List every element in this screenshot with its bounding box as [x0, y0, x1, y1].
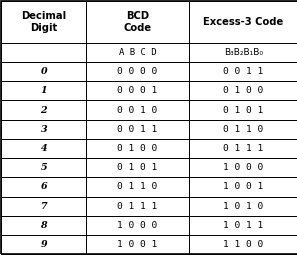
Text: 0 0 1 1: 0 0 1 1 [117, 125, 157, 134]
Text: 0 1 0 0: 0 1 0 0 [117, 144, 157, 153]
Bar [189, 158, 297, 177]
Text: 0 0 1 1: 0 0 1 1 [223, 67, 264, 76]
Bar [86, 81, 189, 100]
Bar [1, 177, 86, 197]
Text: 3: 3 [40, 125, 47, 134]
Text: 1 0 1 1: 1 0 1 1 [223, 221, 264, 230]
Text: 5: 5 [40, 163, 47, 172]
Bar [1, 62, 86, 81]
Text: 0 0 0 0: 0 0 0 0 [117, 67, 157, 76]
Bar [1, 139, 86, 158]
Bar [86, 43, 189, 62]
Text: 0: 0 [40, 67, 47, 76]
Text: 7: 7 [40, 202, 47, 211]
Bar [86, 235, 189, 254]
Bar [1, 158, 86, 177]
Text: B₃B₂B₁B₀: B₃B₂B₁B₀ [224, 48, 263, 57]
Bar [1, 120, 86, 139]
Bar [1, 43, 86, 62]
Bar [189, 81, 297, 100]
Bar [1, 81, 86, 100]
Bar [189, 177, 297, 197]
Text: 6: 6 [40, 182, 47, 191]
Text: 1 1 0 0: 1 1 0 0 [223, 240, 264, 249]
Bar [189, 216, 297, 235]
Bar [189, 139, 297, 158]
Bar [86, 139, 189, 158]
Text: Excess-3 Code: Excess-3 Code [203, 17, 284, 27]
Text: 0 1 1 0: 0 1 1 0 [117, 182, 157, 191]
Text: 0 1 0 1: 0 1 0 1 [223, 105, 264, 115]
Bar [189, 100, 297, 120]
Bar [189, 197, 297, 216]
Text: 0 1 0 0: 0 1 0 0 [223, 86, 264, 95]
Bar [189, 43, 297, 62]
Bar [86, 216, 189, 235]
Bar [86, 62, 189, 81]
Bar [86, 177, 189, 197]
Bar [1, 100, 86, 120]
Text: 1 0 0 0: 1 0 0 0 [117, 221, 157, 230]
Bar [189, 120, 297, 139]
Text: 1 0 0 1: 1 0 0 1 [117, 240, 157, 249]
Text: 1 0 1 0: 1 0 1 0 [223, 202, 264, 211]
Text: 1: 1 [40, 86, 47, 95]
Bar [1, 197, 86, 216]
Text: 8: 8 [40, 221, 47, 230]
Bar [86, 197, 189, 216]
Text: BCD
Code: BCD Code [123, 11, 151, 33]
Bar [1, 216, 86, 235]
Text: A B C D: A B C D [119, 48, 156, 57]
Text: 4: 4 [40, 144, 47, 153]
Text: 0 1 1 0: 0 1 1 0 [223, 125, 264, 134]
Text: 0 0 0 1: 0 0 0 1 [117, 86, 157, 95]
Text: 0 0 1 0: 0 0 1 0 [117, 105, 157, 115]
Bar [1, 1, 86, 43]
Text: 9: 9 [40, 240, 47, 249]
Text: 1 0 0 1: 1 0 0 1 [223, 182, 264, 191]
Text: 1 0 0 0: 1 0 0 0 [223, 163, 264, 172]
Bar [1, 235, 86, 254]
Text: 0 1 1 1: 0 1 1 1 [117, 202, 157, 211]
Bar [189, 62, 297, 81]
Bar [86, 158, 189, 177]
Text: Decimal
Digit: Decimal Digit [21, 11, 66, 33]
Text: 2: 2 [40, 105, 47, 115]
Bar [86, 100, 189, 120]
Text: 0 1 0 1: 0 1 0 1 [117, 163, 157, 172]
Text: 0 1 1 1: 0 1 1 1 [223, 144, 264, 153]
Bar [86, 1, 189, 43]
Bar [189, 1, 297, 43]
Bar [189, 235, 297, 254]
Bar [86, 120, 189, 139]
